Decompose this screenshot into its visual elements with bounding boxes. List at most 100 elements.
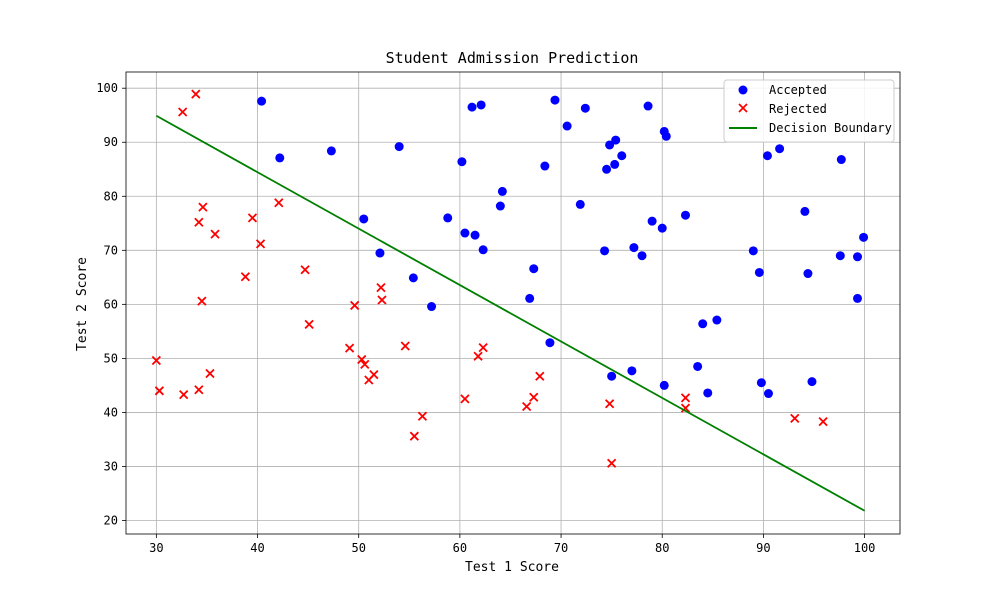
accepted-point (359, 214, 369, 224)
rejected-point (205, 368, 215, 379)
rejected-point (154, 386, 165, 396)
decision-boundary-line (155, 114, 866, 512)
rejected-point (194, 385, 204, 395)
legend-accepted-label: Accepted (769, 83, 827, 97)
x-tick-label: 70 (554, 541, 568, 555)
accepted-point (497, 186, 507, 196)
accepted-point (275, 153, 285, 163)
accepted-point (525, 293, 535, 303)
accepted-point (611, 135, 621, 145)
rejected-point (376, 282, 386, 293)
accepted-point (807, 377, 817, 387)
grid (126, 72, 900, 534)
accepted-point (836, 155, 846, 165)
rejected-point (604, 399, 615, 409)
rejected-point (680, 403, 691, 413)
y-axis: 20 30 40 50 60 70 80 90 100 (96, 81, 126, 527)
accepted-point (408, 273, 418, 283)
accepted-point (703, 388, 713, 398)
rejected-point (369, 369, 379, 380)
rejected-point (300, 265, 310, 275)
accepted-point (562, 121, 572, 131)
accepted-point (657, 223, 667, 233)
y-tick-label: 40 (104, 405, 118, 419)
rejected-point (478, 342, 488, 353)
rejected-point (409, 431, 419, 441)
accepted-point (375, 248, 385, 258)
accepted-point (693, 361, 703, 371)
accepted-point (756, 378, 766, 388)
accepted-point (803, 269, 813, 279)
x-axis: 30 40 50 60 70 80 90 100 (149, 534, 875, 555)
rejected-point (377, 295, 387, 305)
y-tick-label: 50 (104, 351, 118, 365)
accepted-point (775, 144, 785, 154)
rejected-point (151, 355, 161, 366)
accepted-point (629, 243, 639, 253)
rejected-point (460, 394, 470, 404)
chart-title: Student Admission Prediction (386, 49, 639, 67)
rejected-point (473, 351, 483, 361)
accepted-point (647, 216, 657, 226)
x-tick-label: 80 (655, 541, 669, 555)
rejected-point (179, 389, 189, 400)
accepted-point (763, 389, 773, 399)
plot-area (125, 71, 901, 535)
rejected-point (535, 371, 545, 381)
rejected-point (417, 411, 428, 421)
accepted-point (859, 232, 869, 242)
y-tick-label: 60 (104, 297, 118, 311)
accepted-point (754, 267, 764, 277)
accepted-point (476, 100, 486, 110)
accepted-point (550, 95, 560, 105)
y-axis-label: Test 2 Score (75, 257, 90, 351)
accepted-point (467, 102, 477, 112)
rejected-point (357, 354, 367, 365)
accepted-point (540, 161, 550, 171)
rejected-point (818, 416, 828, 427)
x-tick-label: 50 (351, 541, 365, 555)
rejected-point (191, 89, 201, 99)
accepted-point (627, 366, 637, 376)
accepted-point (443, 213, 453, 223)
rejected-point (350, 300, 360, 311)
accepted-point (326, 146, 336, 156)
accepted-point (762, 151, 772, 161)
legend-accepted-marker (738, 85, 748, 95)
accepted-point (853, 293, 863, 303)
accepted-point (610, 159, 620, 169)
accepted-point (529, 264, 539, 274)
y-tick-label: 80 (104, 189, 118, 203)
rejected-point (255, 239, 266, 249)
legend: Accepted Rejected Decision Boundary (723, 79, 895, 143)
legend-boundary-label: Decision Boundary (769, 121, 892, 135)
accepted-point (460, 228, 470, 238)
accepted-point (712, 315, 722, 325)
x-tick-label: 30 (149, 541, 163, 555)
rejected-point (790, 413, 800, 424)
legend-rejected-marker (738, 103, 748, 113)
accepted-point (602, 164, 612, 174)
rejected-point (210, 229, 220, 239)
rejected-point (529, 392, 539, 402)
rejected-point (680, 393, 691, 403)
legend-box (723, 79, 895, 143)
rejected-point (607, 458, 617, 468)
accepted-point (853, 252, 863, 262)
x-tick-label: 90 (756, 541, 770, 555)
data-series (151, 89, 869, 512)
accepted-point (607, 371, 617, 381)
accepted-point (470, 230, 480, 240)
accepted-point (617, 151, 627, 161)
accepted-point (495, 201, 505, 211)
rejected-point (344, 343, 355, 353)
accepted-point (600, 246, 610, 256)
rejected-point (304, 319, 314, 329)
accepted-point (457, 157, 467, 167)
y-tick-label: 20 (104, 513, 118, 527)
rejected-point (522, 401, 532, 412)
accepted-point (257, 96, 267, 106)
accepted-point (835, 251, 845, 261)
y-tick-label: 90 (104, 135, 118, 149)
